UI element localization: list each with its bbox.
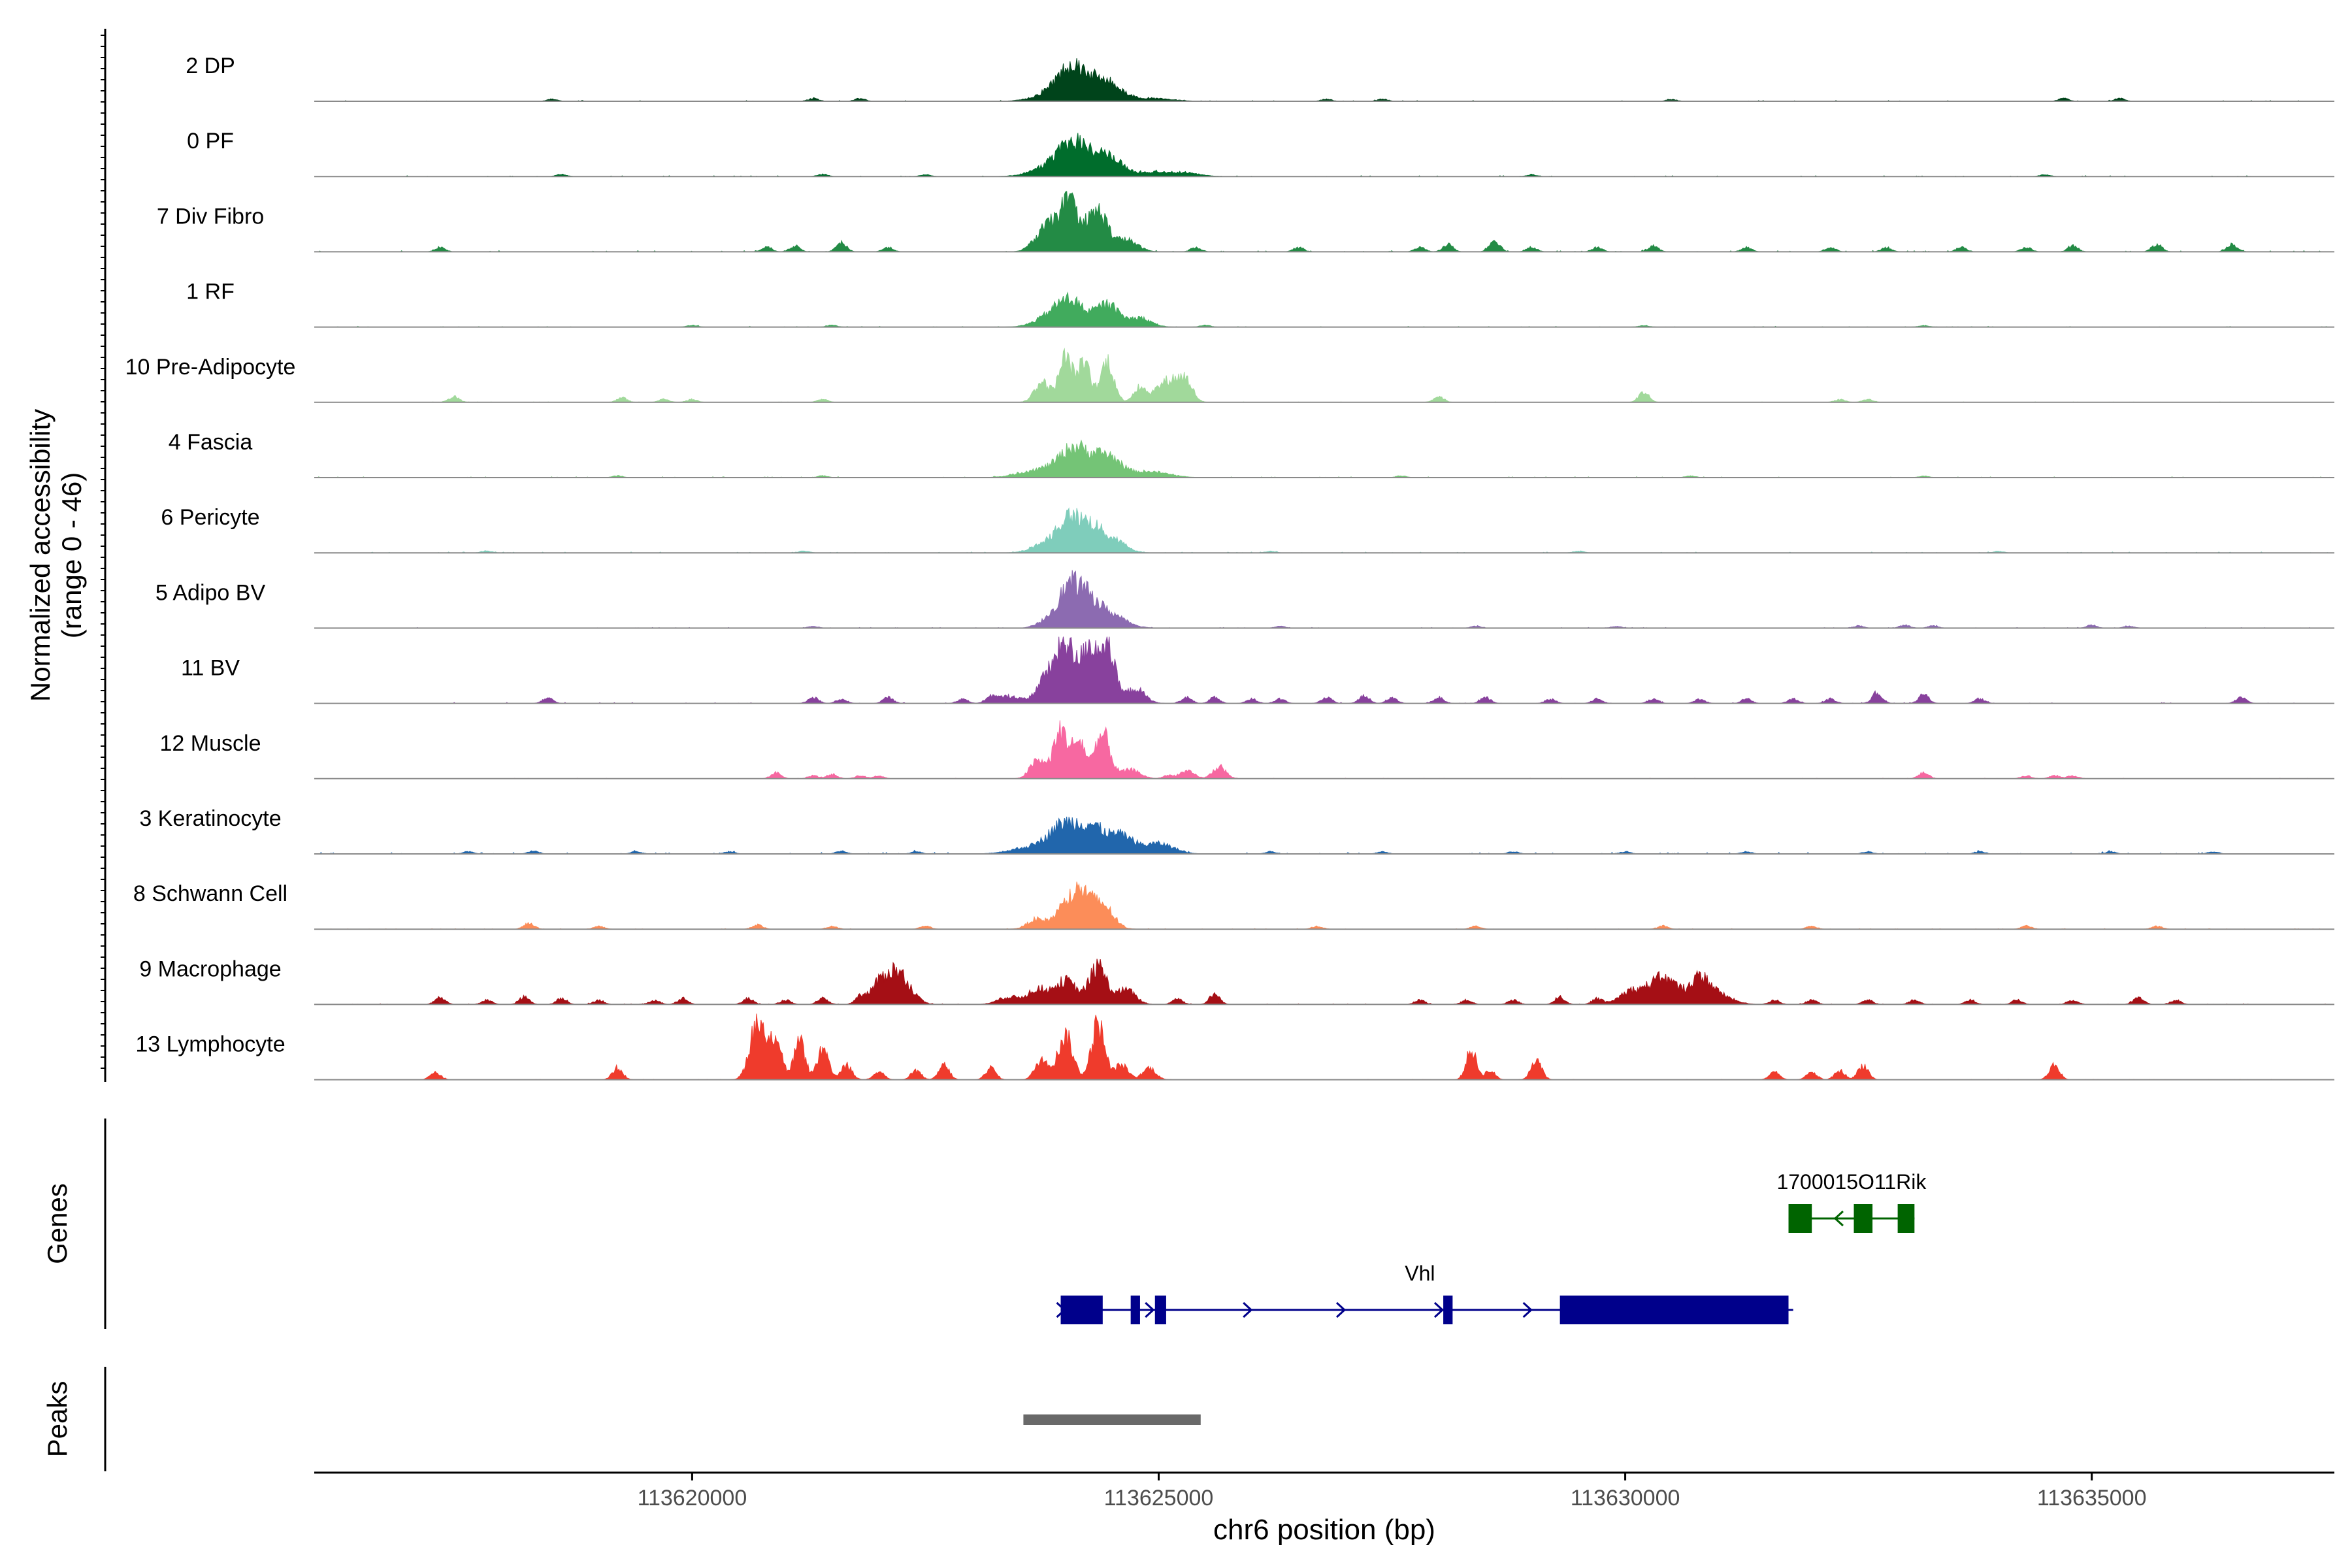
track-14-signal-area <box>314 1013 2334 1081</box>
gene-1700015O11Rik-label: 1700015O11Rik <box>1776 1170 1927 1194</box>
y-axis-label-line2: (range 0 - 46) <box>56 472 87 638</box>
track-4-signal-area <box>314 291 2334 328</box>
track-12: 8 Schwann Cell <box>133 881 2334 930</box>
track-7: 6 Pericyte <box>161 505 2334 554</box>
track-9-label: 11 BV <box>181 656 240 681</box>
x-axis-label: chr6 position (bp) <box>1213 1514 1435 1546</box>
track-10: 12 Muscle <box>160 720 2334 779</box>
gene-Vhl-strand-arrow <box>1056 1301 1066 1318</box>
track-6: 4 Fascia <box>169 430 2334 478</box>
peaks-panel-label: Peaks <box>42 1381 73 1458</box>
gene-Vhl: Vhl <box>1056 1262 1793 1324</box>
track-7-signal-area <box>314 507 2334 553</box>
x-axis-ticks: 113620000 113625000 113630000 113635000 <box>638 1473 2147 1511</box>
track-8: 5 Adipo BV <box>155 570 2334 629</box>
track-13: 9 Macrophage <box>139 956 2334 1005</box>
track-3-signal-area <box>314 191 2334 253</box>
gene-Vhl-exon <box>1130 1296 1140 1324</box>
peak-region-bar <box>1023 1414 1201 1425</box>
track-2: 0 PF <box>187 129 2334 178</box>
track-5-label: 10 Pre-Adipocyte <box>125 355 296 380</box>
gene-1700015O11Rik: 1700015O11Rik <box>1776 1170 1927 1233</box>
track-5: 10 Pre-Adipocyte <box>125 348 2334 403</box>
y-axis-ticks <box>101 35 105 1069</box>
x-tick-label: 113625000 <box>1104 1486 1214 1511</box>
track-12-label: 8 Schwann Cell <box>133 881 287 906</box>
gene-Vhl-strand-arrow <box>1433 1301 1445 1318</box>
track-3: 7 Div Fibro <box>157 191 2334 253</box>
track-4: 1 RF <box>186 280 2334 328</box>
track-6-signal-area <box>314 439 2334 478</box>
track-9: 11 BV <box>181 636 2334 704</box>
gene-Vhl-strand-arrow <box>1522 1301 1533 1318</box>
track-10-label: 12 Muscle <box>160 731 261 756</box>
track-14: 13 Lymphocyte <box>135 1013 2334 1081</box>
track-12-signal-area <box>314 881 2334 930</box>
track-1-signal-area <box>314 58 2334 102</box>
gene-Vhl-strand-arrow <box>1243 1301 1253 1318</box>
gene-Vhl-exon <box>1560 1296 1789 1324</box>
track-2-signal-area <box>314 133 2334 177</box>
gene-Vhl-strand-arrow <box>1335 1301 1347 1318</box>
track-10-signal-area <box>314 720 2334 779</box>
track-13-label: 9 Macrophage <box>139 956 281 981</box>
track-5-signal-area <box>314 348 2334 403</box>
track-11-signal-area <box>314 817 2334 855</box>
gene-1700015O11Rik-strand-arrow <box>1833 1210 1844 1227</box>
x-tick-label: 113635000 <box>2037 1486 2147 1511</box>
gene-Vhl-exon <box>1154 1296 1166 1324</box>
gene-1700015O11Rik-exon <box>1897 1204 1915 1233</box>
track-6-label: 4 Fascia <box>169 430 253 455</box>
genes-panel-label: Genes <box>42 1183 73 1264</box>
track-8-signal-area <box>314 570 2334 629</box>
gene-Vhl-exon <box>1443 1296 1453 1324</box>
y-axis-label-line1: Normalized accessibility <box>25 409 56 702</box>
gene-annotations: 1700015O11Rik Vhl <box>1056 1170 1927 1324</box>
track-13-signal-area <box>314 958 2334 1005</box>
track-11: 3 Keratinocyte <box>139 806 2334 855</box>
gene-Vhl-label: Vhl <box>1405 1262 1435 1285</box>
track-11-label: 3 Keratinocyte <box>139 806 281 831</box>
gene-Vhl-strand-arrow <box>1145 1301 1155 1318</box>
track-9-signal-area <box>314 636 2334 704</box>
gene-1700015O11Rik-exon <box>1788 1204 1812 1233</box>
peak-regions <box>1023 1414 1201 1425</box>
gene-1700015O11Rik-exon <box>1854 1204 1873 1233</box>
gene-Vhl-exon <box>1060 1296 1103 1324</box>
track-3-label: 7 Div Fibro <box>157 204 264 229</box>
track-8-label: 5 Adipo BV <box>155 580 266 605</box>
track-7-label: 6 Pericyte <box>161 505 259 530</box>
track-2-label: 0 PF <box>187 129 234 154</box>
coverage-tracks: 2 DP 0 PF 7 Div Fibro 1 RF 10 Pre-Adipocyte 4… <box>125 54 2334 1081</box>
track-1: 2 DP <box>186 54 2334 102</box>
track-14-label: 13 Lymphocyte <box>135 1032 285 1057</box>
x-tick-label: 113620000 <box>638 1486 747 1511</box>
track-1-label: 2 DP <box>186 54 235 78</box>
track-4-label: 1 RF <box>186 280 235 304</box>
x-tick-label: 113630000 <box>1571 1486 1680 1511</box>
